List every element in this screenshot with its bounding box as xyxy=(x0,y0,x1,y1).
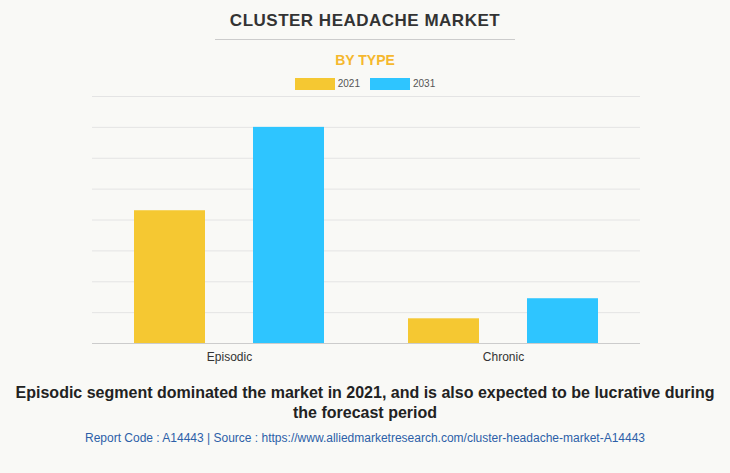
svg-text:Episodic: Episodic xyxy=(207,350,252,364)
html-text:BY TYPE: BY TYPE xyxy=(335,52,395,68)
html-text:Report Code : A14443 | Source: Report Code : A14443 | Source : https://… xyxy=(85,431,645,445)
html-text:CLUSTER HEADACHE MARKET: CLUSTER HEADACHE MARKET xyxy=(229,11,501,30)
html-text:2021: 2021 xyxy=(337,77,360,89)
html-text:Episodic segment dominated the: Episodic segment dominated the market in… xyxy=(15,384,715,421)
html-text:2031: 2031 xyxy=(413,77,436,89)
svg-text:Chronic: Chronic xyxy=(483,350,524,364)
